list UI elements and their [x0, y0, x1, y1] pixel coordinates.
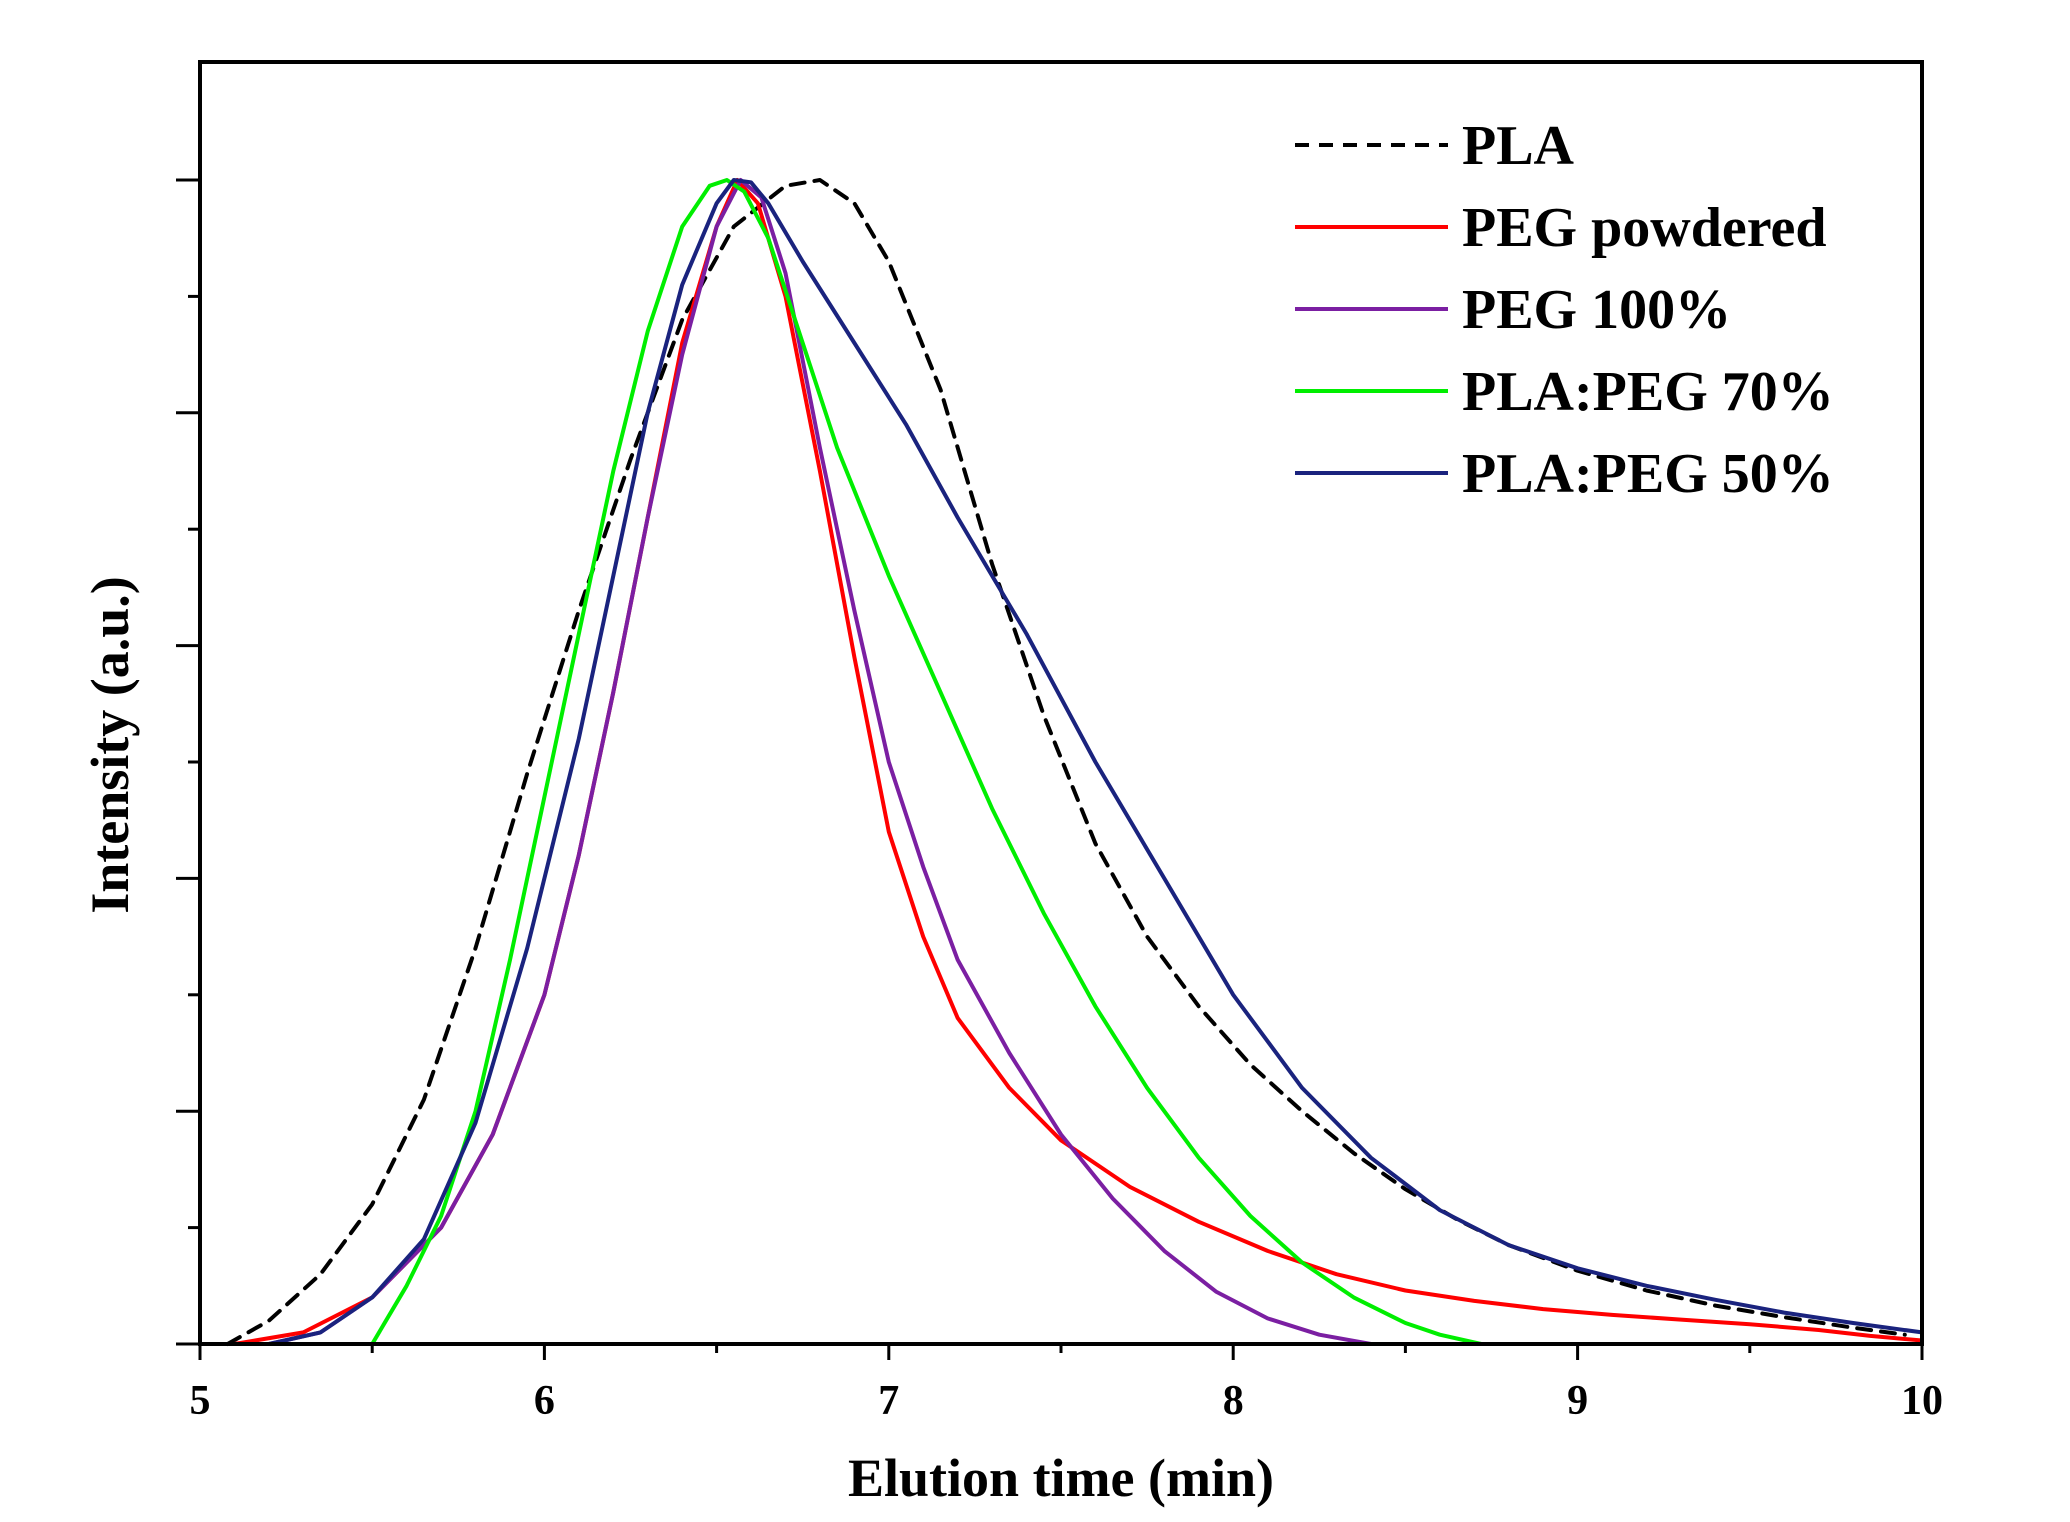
series-line-peg-powdered	[232, 178, 1924, 1346]
x-tick-label: 8	[1223, 1378, 1244, 1424]
x-axis-ticks: 5 6 7 8 9 10	[190, 1344, 1943, 1424]
x-tick-label: 9	[1567, 1378, 1588, 1424]
legend-label: PEG powdered	[1462, 197, 1827, 259]
series-layer	[225, 178, 1924, 1346]
y-axis-title: Intensity (a.u.)	[80, 576, 140, 914]
legend-label: PLA:PEG 50%	[1462, 443, 1834, 505]
x-axis-title: Elution time (min)	[848, 1448, 1274, 1508]
x-tick-label: 7	[878, 1378, 899, 1424]
x-tick-label: 10	[1901, 1378, 1943, 1424]
series-line-pla-peg-70-	[370, 178, 1484, 1346]
x-tick-label: 6	[534, 1378, 555, 1424]
series-line-peg-100-	[266, 178, 1373, 1346]
plot-frame	[198, 60, 1924, 1346]
x-tick-label: 5	[190, 1378, 211, 1424]
legend: PLA PEG powdered PEG 100% PLA:PEG 70% PLA:PE…	[1295, 115, 1834, 505]
series-line-pla	[225, 178, 1907, 1346]
legend-label: PEG 100%	[1462, 279, 1731, 341]
y-axis-ticks	[176, 178, 200, 1346]
legend-label: PLA:PEG 70%	[1462, 361, 1834, 423]
series-line-pla-peg-50-	[266, 178, 1924, 1346]
legend-label: PLA	[1462, 115, 1575, 177]
